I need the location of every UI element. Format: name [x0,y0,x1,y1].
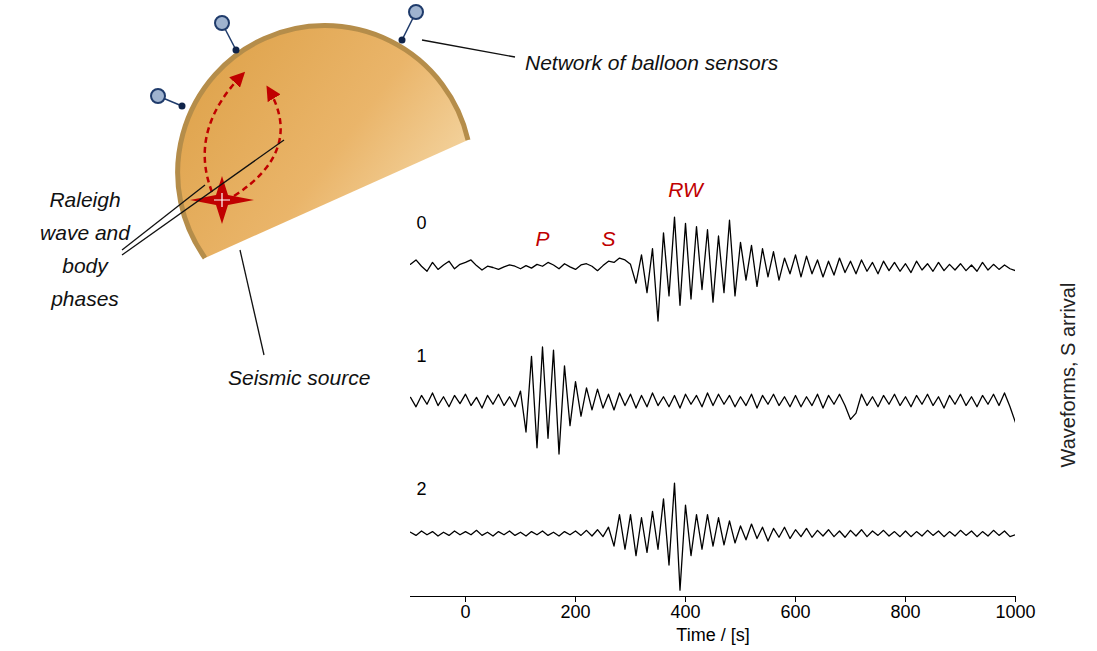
svg-text:400: 400 [670,602,700,622]
svg-text:600: 600 [780,602,810,622]
svg-text:S: S [601,227,615,250]
svg-text:1: 1 [417,346,427,366]
svg-text:Raleighwave andbodyphases: Raleighwave andbodyphases [40,188,131,310]
svg-text:2: 2 [417,479,427,499]
svg-text:0: 0 [417,213,427,233]
svg-text:Time / [s]: Time / [s] [676,625,749,645]
svg-text:200: 200 [560,602,590,622]
svg-text:800: 800 [890,602,920,622]
svg-text:RW: RW [668,178,705,201]
svg-text:Seismic source: Seismic source [228,366,370,389]
svg-text:P: P [535,227,549,250]
svg-text:Network of balloon sensors: Network of balloon sensors [525,51,779,74]
svg-text:0: 0 [460,602,470,622]
svg-text:1000: 1000 [995,602,1035,622]
html-text:Waveforms, S arrival: Waveforms, S arrival [1056,282,1079,468]
